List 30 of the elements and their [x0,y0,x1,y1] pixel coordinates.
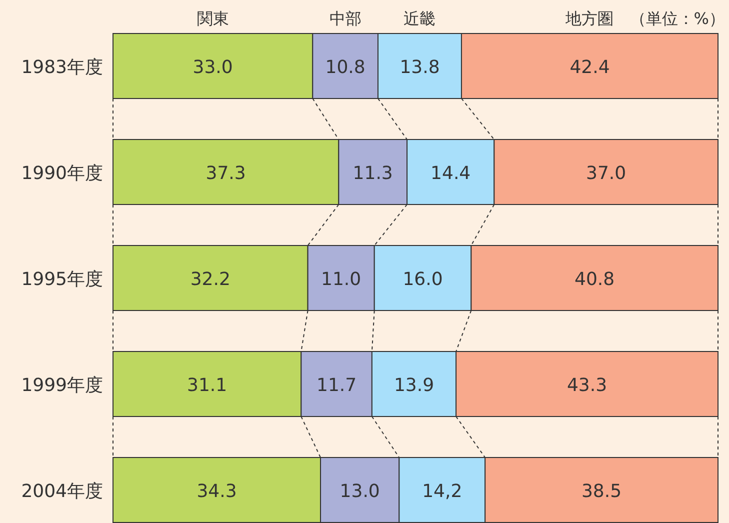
series-label: 近畿 [404,9,436,28]
y-tick-label: 1990年度 [21,163,103,184]
data-label: 13.8 [400,57,440,78]
data-label: 38.5 [582,481,622,502]
annotation: （単位：%） [630,9,725,28]
data-label: 16.0 [402,269,443,290]
data-label: 33.0 [192,57,233,78]
y-tick-label: 1999年度 [21,375,103,396]
data-label: 42.4 [570,57,610,78]
data-label: 11.0 [321,269,362,290]
data-label: 13.9 [394,375,434,396]
data-label: 11.7 [316,375,357,396]
data-label: 34.3 [196,481,237,502]
data-label: 13.0 [340,481,380,502]
data-label: 11.3 [352,163,393,184]
data-label: 31.1 [187,375,228,396]
series-label: 中部 [329,9,362,28]
data-label: 14,2 [422,481,462,502]
y-tick-label: 1995年度 [21,269,103,290]
y-tick-label: 1983年度 [21,57,103,78]
data-label: 14.4 [430,163,471,184]
y-tick-label: 2004年度 [21,481,103,502]
data-label: 37.0 [586,163,626,184]
series-label: 地方圏 [564,9,614,28]
data-label: 40.8 [574,269,615,290]
data-label: 32.2 [190,269,230,290]
series-label: 関東 [196,9,229,28]
data-label: 10.8 [325,57,366,78]
data-label: 37.3 [206,163,246,184]
data-label: 43.3 [566,375,608,396]
